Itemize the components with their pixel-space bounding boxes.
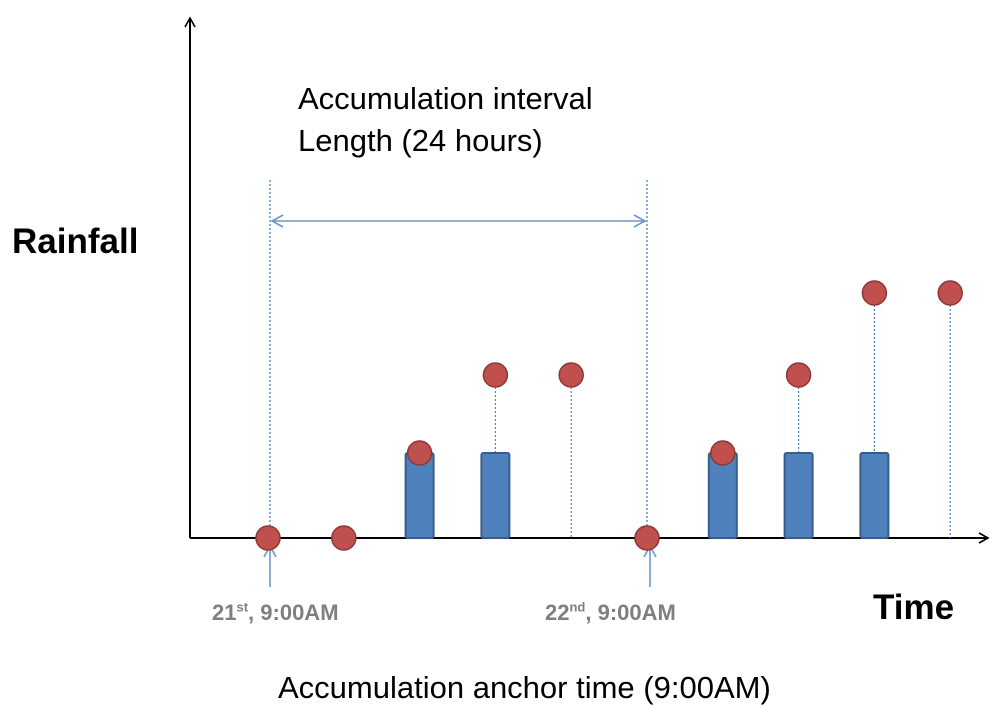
observation-point: [331, 525, 357, 551]
observation-point: [406, 440, 433, 466]
accumulation-bar: [783, 452, 814, 539]
anchor-time-caption: Accumulation anchor time (9:00AM): [278, 670, 771, 705]
tick-label-21st: 21st, 9:00AM: [212, 600, 339, 626]
tick-22-time: , 9:00AM: [585, 600, 676, 625]
tick-22-day: 22: [545, 600, 570, 625]
tick-21-day: 21: [212, 600, 237, 625]
tick-label-22nd: 22nd, 9:00AM: [545, 600, 676, 626]
observation-point: [634, 525, 660, 551]
x-axis-label: Time: [873, 588, 955, 627]
tick-21-time: , 9:00AM: [248, 600, 339, 625]
observation-point: [558, 362, 584, 388]
y-axis-label: Rainfall: [12, 222, 139, 261]
observation-point: [710, 440, 736, 466]
accumulation-bar: [859, 452, 890, 539]
interval-line-1: Accumulation interval: [298, 81, 593, 116]
accumulation-bar: [480, 452, 511, 539]
observation-point: [255, 525, 281, 551]
interval-line-2: Length (24 hours): [298, 123, 543, 158]
tick-22-suffix: nd: [569, 599, 586, 615]
observation-point: [937, 280, 963, 306]
interval-annotation: Accumulation interval Length (24 hours): [298, 78, 593, 162]
observation-point: [785, 362, 812, 388]
tick-21-suffix: st: [236, 599, 249, 615]
observation-point: [861, 280, 888, 306]
observation-point: [482, 362, 509, 388]
